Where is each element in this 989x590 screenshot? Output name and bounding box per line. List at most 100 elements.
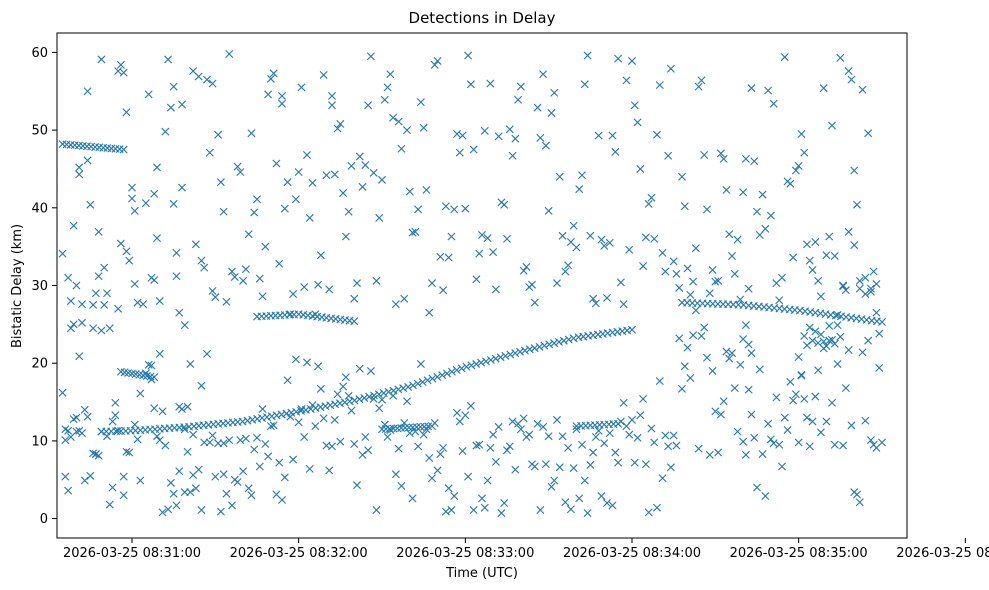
right-track-point (878, 318, 886, 327)
detection-point (425, 453, 434, 462)
detection-point (783, 426, 792, 434)
main-rising-track-point (467, 361, 476, 370)
detection-point (136, 476, 145, 485)
main-rising-track-point (355, 395, 364, 404)
detection-point (239, 276, 248, 285)
main-rising-track-point (472, 360, 481, 369)
detection-point (550, 88, 559, 97)
detection-point (130, 206, 139, 215)
detection-point (241, 265, 250, 274)
detection-point (853, 490, 861, 499)
detection-point (472, 441, 481, 450)
detection-point (291, 195, 300, 204)
detection-point (83, 87, 92, 96)
detection-point (766, 211, 775, 220)
main-rising-track-point (520, 346, 529, 355)
main-rising-track-point (545, 340, 554, 349)
detection-point (489, 430, 498, 439)
detection-point (130, 420, 139, 429)
detection-point (841, 384, 850, 393)
detection-point (533, 419, 542, 428)
detection-point (719, 397, 728, 406)
detection-point (222, 297, 231, 306)
detection-point (816, 292, 825, 301)
detection-point (858, 348, 867, 357)
detection-point (375, 213, 384, 222)
detection-point (866, 436, 875, 445)
detection-point (805, 323, 814, 332)
detection-point (72, 281, 81, 290)
detection-point (558, 231, 567, 240)
detection-point (225, 49, 234, 58)
detection-point (572, 425, 581, 434)
detection-point (833, 321, 842, 330)
detection-point (697, 332, 706, 340)
detection-point (497, 509, 506, 518)
detection-point (683, 264, 692, 273)
detection-point (730, 384, 739, 393)
main-rising-track-point (408, 381, 417, 390)
detection-point (300, 433, 309, 441)
detection-point (472, 275, 481, 284)
detection-point (253, 433, 261, 442)
detection-point (305, 213, 314, 222)
detection-point (105, 324, 114, 333)
detection-point (144, 90, 153, 99)
detection-point (491, 285, 500, 294)
detection-point (197, 506, 206, 515)
detection-point (575, 185, 584, 194)
detection-point (366, 52, 375, 61)
detection-point (100, 300, 109, 309)
detection-point (178, 100, 186, 109)
detection-point (822, 417, 831, 426)
upper-mid-track-point (350, 317, 359, 326)
detection-point (614, 458, 623, 467)
detection-point (755, 365, 764, 374)
detection-point (525, 430, 534, 439)
detection-point (764, 419, 773, 428)
detection-point (736, 295, 745, 304)
detection-point (97, 55, 106, 64)
detection-point (700, 323, 709, 332)
detection-point (744, 284, 753, 293)
detection-point (597, 492, 606, 501)
detection-point (686, 290, 695, 299)
detection-point (372, 276, 381, 285)
detection-point (258, 292, 267, 301)
detection-point (411, 427, 420, 436)
detection-point (386, 426, 395, 434)
detection-point (750, 433, 759, 442)
detection-point (830, 251, 839, 260)
detection-point (186, 359, 195, 368)
main-rising-track-point (335, 399, 344, 408)
main-rising-track-point (379, 389, 388, 398)
detection-point (205, 148, 214, 157)
detection-point (489, 248, 498, 257)
detection-point (219, 470, 228, 479)
detection-point (747, 84, 756, 93)
detection-point (675, 334, 684, 343)
detection-point (847, 75, 856, 84)
detection-point (614, 54, 623, 63)
detection-point (283, 376, 292, 385)
detection-point (605, 429, 614, 438)
detection-point (108, 483, 117, 492)
detection-point (722, 347, 731, 356)
detection-point (680, 362, 689, 371)
detection-point (730, 269, 739, 278)
detection-point (611, 448, 620, 457)
detection-point (228, 267, 236, 276)
detection-point (580, 476, 589, 485)
detection-point (747, 349, 756, 358)
detection-point (569, 221, 578, 230)
detection-point (800, 394, 809, 403)
detection-point (319, 414, 328, 423)
main-rising-track-point (394, 385, 403, 394)
detection-point (653, 503, 661, 512)
detection-point (616, 278, 625, 287)
main-rising-track-point (321, 402, 330, 411)
main-rising-track-point (272, 411, 281, 420)
detection-point (619, 398, 628, 407)
detection-point (169, 82, 178, 91)
main-rising-track-point (511, 349, 520, 358)
